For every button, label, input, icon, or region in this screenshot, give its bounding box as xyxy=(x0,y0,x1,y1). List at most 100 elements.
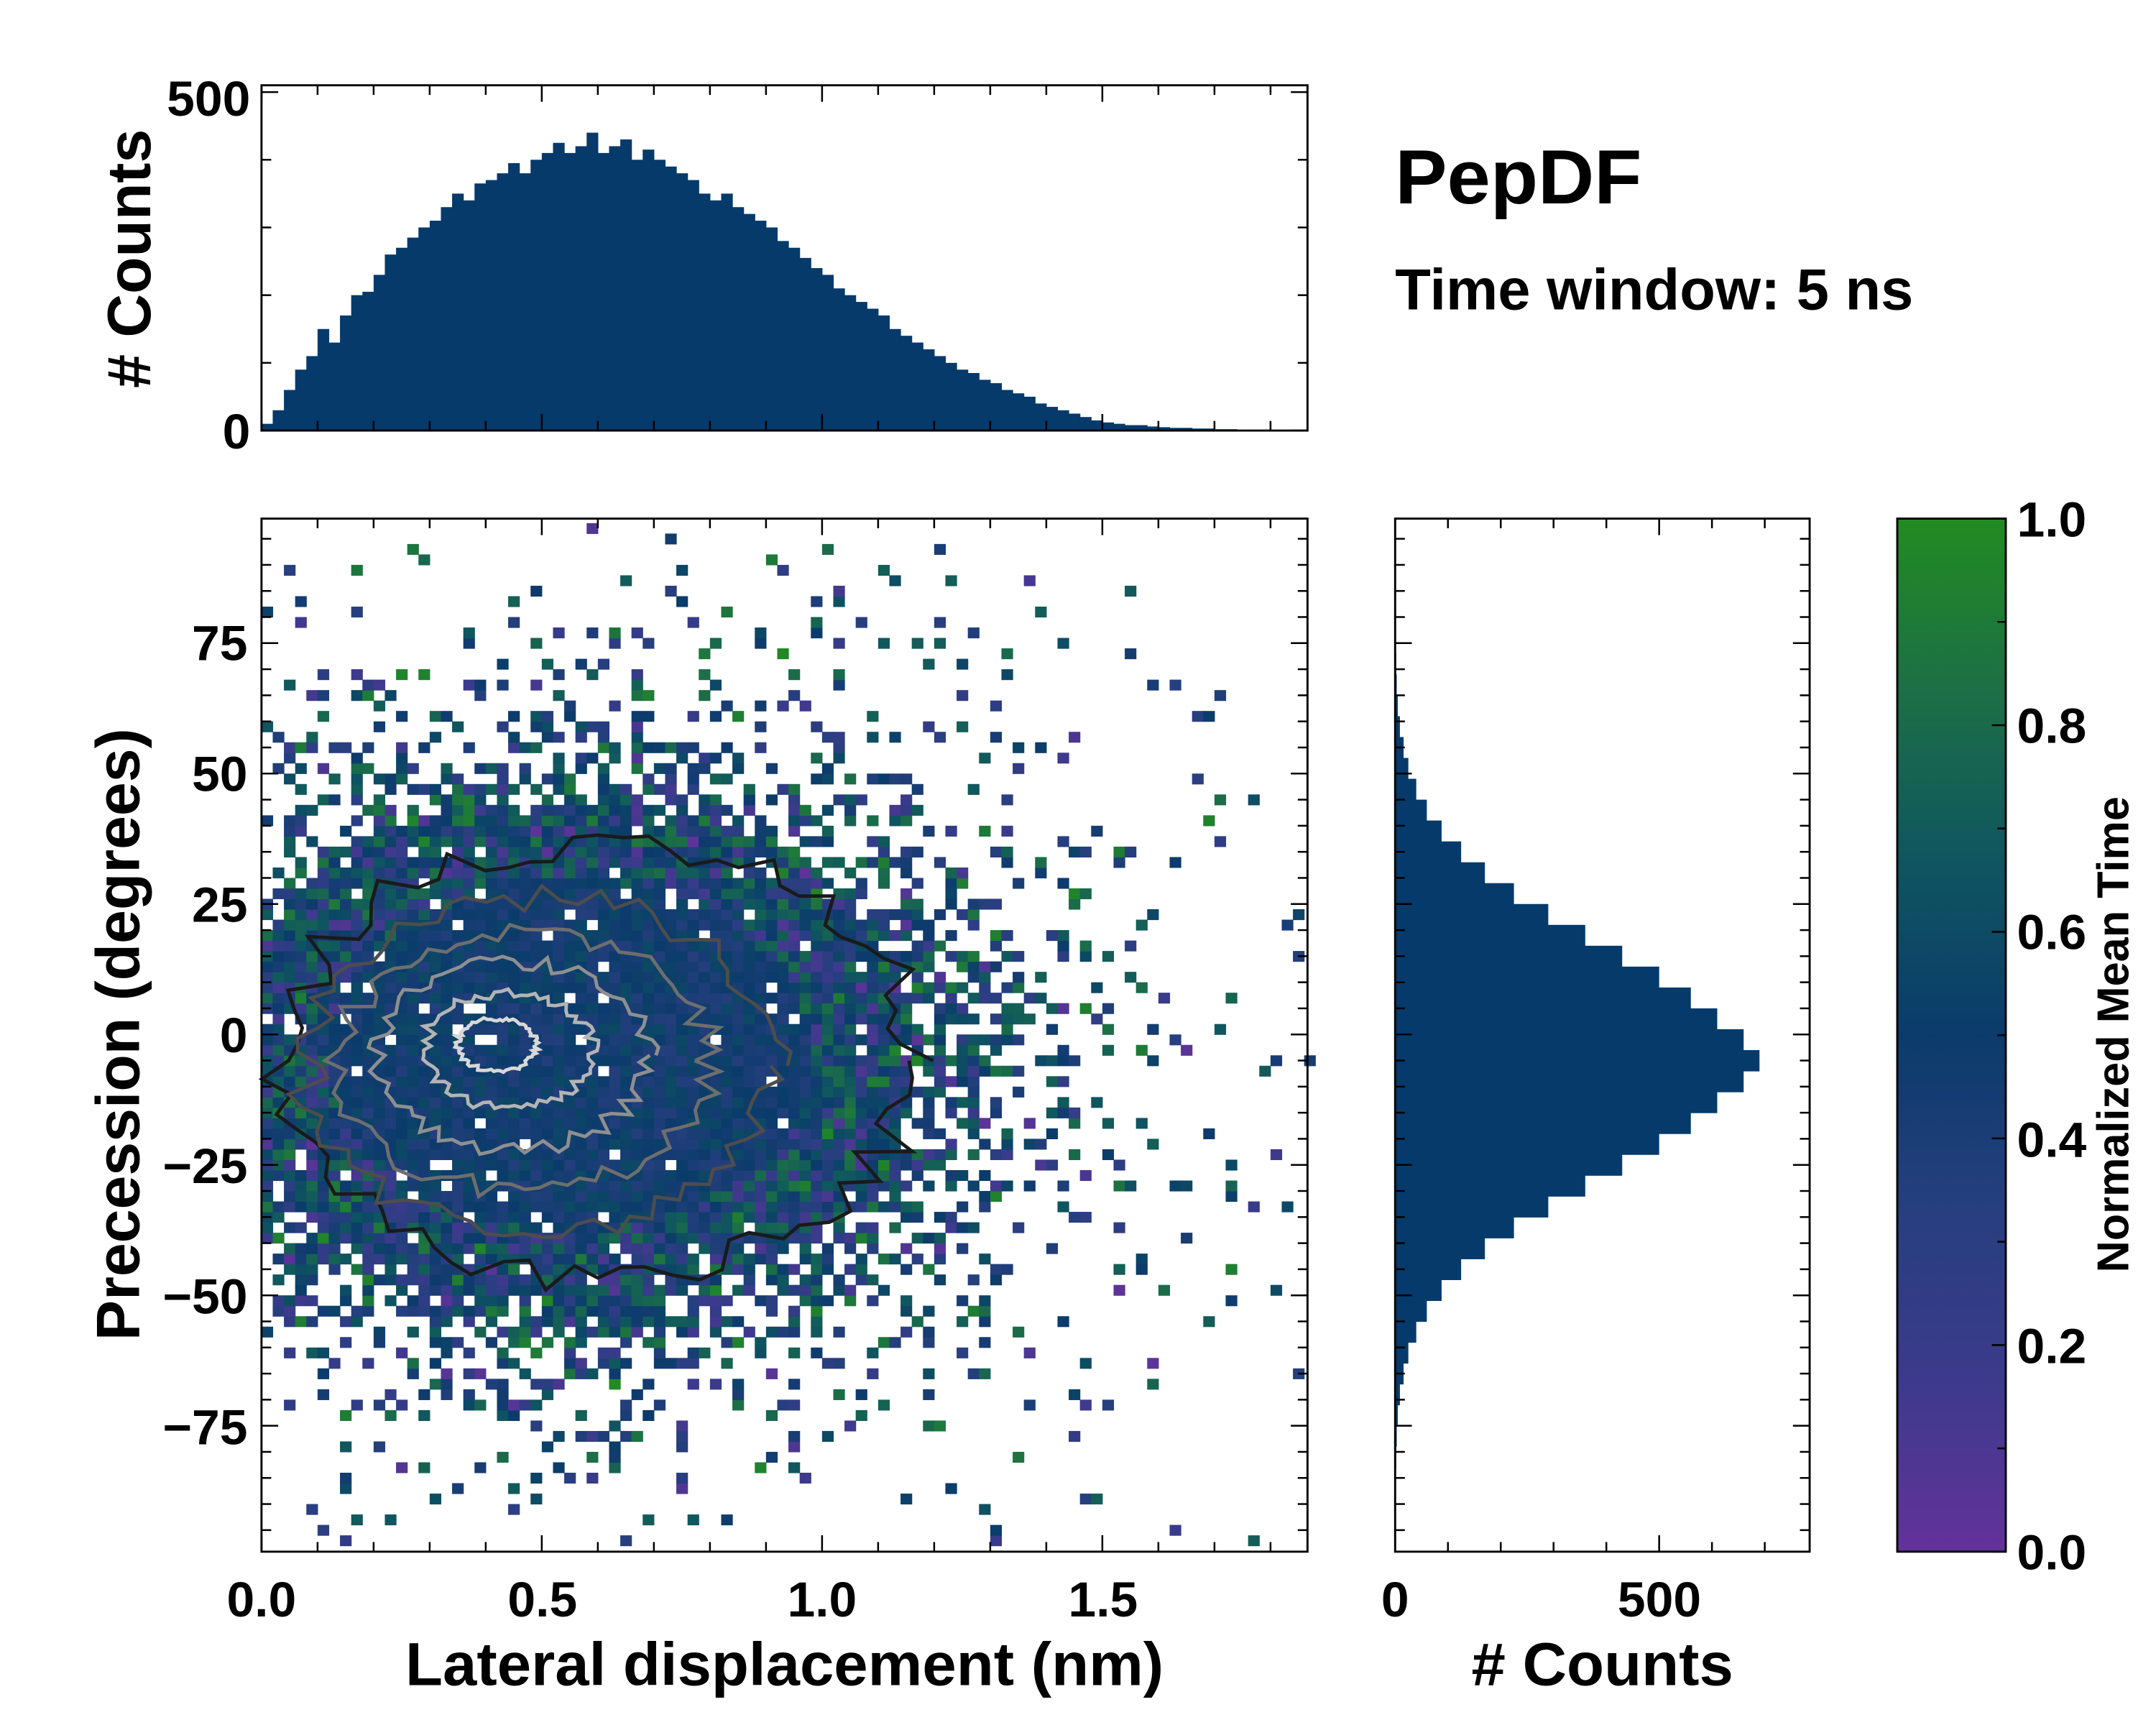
heatmap-cell xyxy=(900,909,913,921)
heatmap-cell xyxy=(743,930,755,942)
heatmap-cell xyxy=(1091,1097,1103,1108)
heatmap-cell xyxy=(799,898,811,910)
heatmap-cell xyxy=(1203,815,1215,827)
heatmap-cell xyxy=(799,1138,811,1150)
heatmap-cell xyxy=(340,846,352,857)
heatmap-cell xyxy=(553,982,565,993)
heatmap-cell xyxy=(609,888,621,900)
heatmap-cell xyxy=(261,1149,274,1161)
heatmap-cell xyxy=(620,1118,632,1129)
heatmap-cell xyxy=(284,951,296,962)
heatmap-cell xyxy=(755,930,767,942)
heatmap-cell xyxy=(979,1118,991,1129)
heatmap-cell xyxy=(564,794,576,806)
heatmap-cell xyxy=(609,1118,621,1129)
heatmap-cell xyxy=(631,753,643,764)
heatmap-cell xyxy=(665,1149,677,1161)
heatmap-cell xyxy=(340,1212,352,1223)
heatmap-cell xyxy=(609,1441,621,1453)
heatmap-cell xyxy=(575,1118,587,1129)
heatmap-cell xyxy=(934,1274,946,1286)
heatmap-cell xyxy=(687,783,699,795)
heatmap-cell xyxy=(1057,940,1069,952)
heatmap-cell xyxy=(732,1003,745,1014)
heatmap-cell xyxy=(340,1180,352,1192)
heatmap-cell xyxy=(586,1138,599,1150)
heatmap-cell xyxy=(900,1494,913,1505)
heatmap-cell xyxy=(418,554,430,566)
heatmap-cell xyxy=(597,1358,610,1369)
heatmap-cell xyxy=(821,1034,834,1046)
heatmap-cell xyxy=(508,1326,520,1338)
heatmap-cell xyxy=(788,993,801,1004)
heatmap-cell xyxy=(788,669,801,681)
heatmap-cell xyxy=(485,1212,498,1223)
heatmap-cell xyxy=(743,1326,755,1338)
heatmap-cell xyxy=(620,1180,632,1192)
heatmap-cell xyxy=(709,1233,722,1244)
heatmap-cell xyxy=(609,753,621,764)
heatmap-cell xyxy=(553,836,565,847)
heatmap-cell xyxy=(508,940,520,952)
heatmap-cell xyxy=(597,742,610,753)
heatmap-cell xyxy=(384,982,397,993)
heatmap-cell xyxy=(396,1243,408,1254)
heatmap-cell xyxy=(687,982,699,993)
heatmap-cell xyxy=(575,732,587,743)
heatmap-cell xyxy=(821,732,834,743)
heatmap-cell xyxy=(811,972,823,983)
heatmap-cell xyxy=(833,1065,845,1077)
heatmap-cell xyxy=(1057,836,1069,847)
heatmap-cell xyxy=(743,1024,755,1035)
heatmap-cell xyxy=(653,1399,666,1411)
heatmap-cell xyxy=(328,1243,341,1254)
heatmap-cell xyxy=(441,1284,453,1296)
heatmap-cell xyxy=(732,1086,745,1098)
heatmap-cell xyxy=(979,1138,991,1150)
heatmap-cell xyxy=(328,1128,341,1139)
heatmap-cell xyxy=(541,1034,554,1046)
heatmap-cell xyxy=(732,1337,745,1348)
heatmap-cell xyxy=(788,857,801,868)
heatmap-cell xyxy=(519,1044,531,1056)
heatmap-cell xyxy=(877,930,890,942)
heatmap-cell xyxy=(709,773,722,785)
heatmap-cell xyxy=(609,1451,621,1463)
heatmap-cell xyxy=(765,1118,778,1129)
heatmap-cell xyxy=(328,961,341,972)
heatmap-cell xyxy=(765,763,778,774)
heatmap-cell xyxy=(900,1326,913,1338)
heatmap-cell xyxy=(441,930,453,942)
top-histogram-bar xyxy=(530,160,543,431)
heatmap-cell xyxy=(620,919,632,931)
heatmap-cell xyxy=(463,627,475,639)
heatmap-cell xyxy=(373,1441,386,1453)
heatmap-cell xyxy=(889,1180,901,1192)
heatmap-cell xyxy=(597,930,610,942)
heatmap-cell xyxy=(497,1284,509,1296)
heatmap-cell xyxy=(945,993,957,1004)
heatmap-cell xyxy=(732,1201,745,1213)
heatmap-cell xyxy=(699,867,711,879)
heatmap-cell xyxy=(743,1055,755,1067)
heatmap-cell xyxy=(575,1044,587,1056)
heatmap-cell xyxy=(620,867,632,879)
heatmap-cell xyxy=(530,1003,543,1014)
heatmap-cell xyxy=(452,1128,464,1139)
heatmap-cell xyxy=(844,773,857,785)
heatmap-cell xyxy=(665,993,677,1004)
chart-subtitle: Time window: 5 ns xyxy=(1395,258,1913,322)
heatmap-cell xyxy=(642,1305,655,1317)
heatmap-cell xyxy=(665,867,677,879)
heatmap-cell xyxy=(373,909,386,921)
heatmap-cell xyxy=(306,1316,318,1328)
heatmap-cell xyxy=(530,1326,543,1338)
heatmap-cell xyxy=(811,836,823,847)
heatmap-cell xyxy=(530,898,543,910)
heatmap-cell xyxy=(811,1254,823,1265)
heatmap-cell xyxy=(609,1347,621,1358)
heatmap-cell xyxy=(755,1044,767,1056)
y-tick-label: 25 xyxy=(192,877,247,933)
heatmap-cell xyxy=(709,794,722,806)
top-histogram-bar xyxy=(1102,422,1115,431)
